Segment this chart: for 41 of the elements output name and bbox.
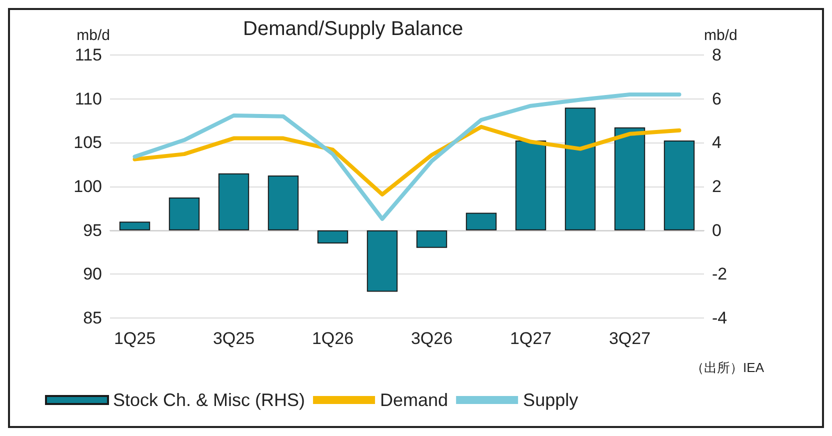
bar — [614, 127, 646, 230]
x-tick-label: 1Q26 — [312, 329, 354, 348]
bar — [515, 140, 546, 230]
y2-tick-label: 2 — [712, 177, 722, 196]
bar — [564, 108, 596, 230]
y-tick-label: 115 — [74, 46, 102, 64]
bar — [664, 140, 695, 230]
chart-title: Demand/Supply Balance — [243, 18, 464, 40]
y2-tick-label: 6 — [712, 89, 722, 108]
y2-tick-label: 8 — [712, 46, 722, 64]
x-tick-label: 3Q26 — [410, 329, 453, 348]
y-axis-title: mb/d — [76, 27, 110, 44]
line-series — [132, 92, 682, 221]
legend-label: Stock Ch. & Misc (RHS) — [113, 390, 306, 410]
y-tick-label: 105 — [74, 133, 102, 152]
bar — [317, 230, 348, 244]
bar — [119, 222, 150, 230]
y2-tick-label: 4 — [712, 133, 722, 152]
y2-tick-label: 0 — [712, 220, 722, 240]
y-tick-label: 85 — [83, 308, 102, 328]
bar — [268, 176, 299, 230]
y-tick-label: 100 — [74, 177, 102, 196]
y2-axis-title: mb/d — [704, 27, 738, 44]
legend-label: Demand — [380, 390, 448, 410]
line-series — [132, 124, 682, 196]
y-tick-label: 90 — [83, 264, 102, 284]
bar — [466, 212, 497, 230]
x-tick-label: 3Q25 — [212, 329, 255, 348]
y-tick-label: 95 — [83, 220, 102, 240]
bar — [218, 173, 250, 230]
x-tick-label: 1Q27 — [510, 329, 552, 348]
x-tick-label: 3Q27 — [608, 329, 651, 348]
y2-tick-label: -2 — [712, 264, 728, 284]
y-tick-label: 110 — [74, 89, 102, 108]
legend-label: Supply — [523, 390, 578, 410]
bar — [168, 197, 200, 230]
x-tick-label: 1Q25 — [114, 329, 156, 348]
bar — [366, 230, 398, 292]
text: （出所）IEA — [691, 360, 764, 375]
y2-tick-label: -4 — [712, 308, 728, 328]
bar — [416, 230, 448, 248]
